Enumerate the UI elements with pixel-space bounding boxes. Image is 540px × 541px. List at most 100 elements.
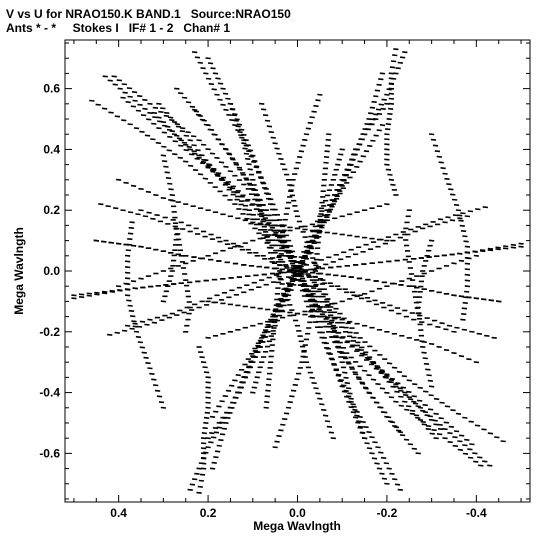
uv-point: [259, 102, 265, 105]
uv-point: [178, 139, 184, 142]
uv-point: [423, 390, 429, 393]
uv-point: [226, 113, 232, 116]
uv-point: [199, 118, 206, 121]
uv-point: [156, 102, 162, 105]
uv-point: [363, 426, 369, 429]
uv-point: [461, 307, 468, 310]
uv-point: [415, 452, 421, 455]
uv-point: [433, 423, 439, 426]
uv-point: [247, 149, 254, 152]
uv-point: [454, 326, 460, 329]
uv-point: [379, 387, 386, 390]
uv-point: [124, 271, 131, 274]
uv-point: [230, 158, 236, 161]
uv-point: [127, 238, 133, 241]
uv-point: [464, 268, 471, 271]
uv-point: [338, 379, 344, 382]
uv-point: [238, 128, 245, 131]
uv-point: [420, 420, 426, 423]
uv-point: [344, 382, 350, 385]
uv-point: [179, 130, 186, 133]
uv-point: [392, 54, 398, 57]
uv-point: [457, 440, 463, 443]
uv-point: [452, 444, 458, 447]
uv-point: [163, 114, 169, 117]
uv-point: [376, 83, 382, 86]
uv-point: [197, 61, 203, 64]
uv-point: [500, 440, 506, 443]
uv-point: [251, 386, 257, 389]
uv-point: [382, 375, 388, 379]
uv-point: [428, 133, 435, 136]
uv-point: [464, 245, 471, 248]
uv-point: [443, 328, 449, 331]
uv-point: [369, 106, 376, 109]
uv-point: [154, 389, 161, 392]
uv-point: [339, 148, 345, 151]
uv-point: [412, 402, 419, 405]
uv-point: [397, 387, 403, 390]
uv-point: [219, 433, 226, 436]
uv-point: [378, 451, 384, 454]
uv-point: [162, 160, 168, 163]
uv-point: [326, 425, 333, 428]
uv-point: [443, 421, 449, 424]
uv-point: [481, 428, 487, 431]
uv-point: [375, 108, 382, 111]
uv-point: [216, 444, 222, 447]
uv-point: [390, 385, 396, 388]
uv-point: [372, 441, 378, 444]
uv-point: [127, 211, 134, 214]
uv-point: [359, 381, 365, 384]
uv-point: [444, 405, 451, 408]
uv-point: [382, 411, 388, 414]
uv-point: [265, 383, 272, 386]
uv-point: [462, 416, 468, 419]
uv-point: [246, 163, 252, 166]
uv-point: [241, 142, 247, 145]
uv-point: [356, 143, 362, 146]
uv-point: [458, 219, 464, 222]
uv-point: [196, 139, 202, 142]
uv-point: [323, 156, 330, 159]
uv-point: [374, 365, 380, 368]
uv-point: [420, 345, 426, 348]
uv-point: [272, 446, 278, 449]
uv-point: [369, 123, 375, 126]
uv-point: [428, 418, 435, 421]
uv-point: [460, 212, 466, 215]
uv-point: [117, 289, 123, 292]
uv-point: [225, 416, 231, 419]
uv-point: [366, 374, 372, 377]
uv-point: [446, 324, 453, 327]
uv-point: [354, 410, 360, 413]
uv-point: [205, 391, 211, 394]
uv-point: [448, 188, 454, 191]
uv-point: [232, 113, 238, 116]
uv-point: [211, 461, 217, 464]
uv-point: [171, 121, 178, 124]
uv-point: [244, 370, 250, 373]
uv-point: [395, 67, 401, 70]
uv-point: [494, 436, 500, 439]
uv-point: [349, 158, 355, 161]
uv-point: [375, 383, 381, 386]
uv-point: [384, 133, 390, 136]
uv-point: [132, 322, 138, 325]
uv-point: [93, 239, 99, 242]
uv-point: [345, 387, 352, 390]
uv-point: [217, 82, 224, 85]
uv-point: [120, 96, 126, 99]
uv-point: [399, 56, 406, 59]
uv-point: [165, 125, 171, 128]
uv-point: [126, 87, 133, 90]
uv-point: [393, 426, 400, 429]
uv-point: [360, 155, 366, 158]
uv-point: [343, 376, 349, 379]
uv-point: [227, 411, 233, 414]
uv-point: [262, 114, 269, 117]
uv-point: [495, 248, 501, 251]
uv-point: [289, 395, 295, 398]
uv-point: [105, 205, 111, 208]
uv-point: [139, 320, 146, 323]
